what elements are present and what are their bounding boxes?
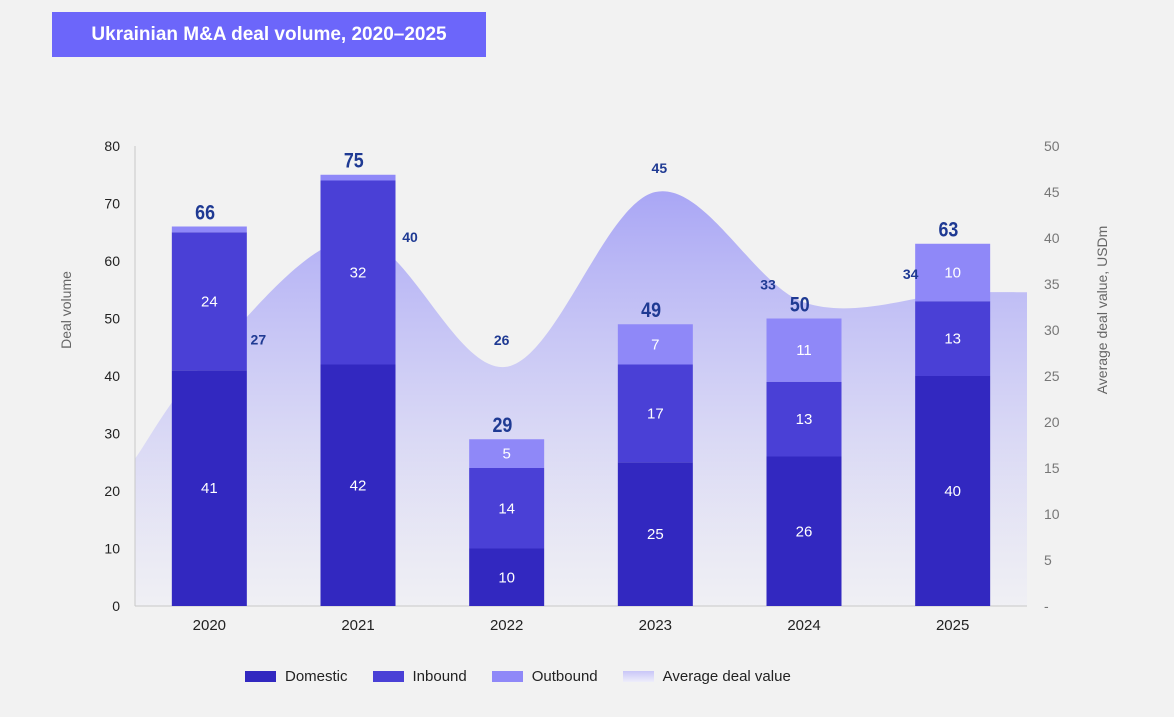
y-tick-label: 60 bbox=[104, 253, 120, 269]
y2-tick-label: 35 bbox=[1044, 276, 1060, 292]
legend-swatch bbox=[491, 671, 523, 682]
bar-value-label: 10 bbox=[944, 265, 961, 282]
bar-inbound bbox=[766, 381, 842, 457]
legend-label: Domestic bbox=[285, 668, 348, 685]
bar-outbound bbox=[617, 324, 693, 365]
bar-value-label: 25 bbox=[647, 526, 664, 543]
legend-label: Inbound bbox=[412, 668, 467, 685]
bar-total-label: 50 bbox=[790, 293, 810, 317]
bar-value-label: 17 bbox=[647, 405, 664, 422]
legend-label: Average deal value bbox=[662, 668, 791, 685]
bar-total-label: 29 bbox=[492, 414, 512, 438]
bar-value-label: 13 bbox=[796, 411, 813, 428]
bar-total-label: 75 bbox=[344, 149, 364, 173]
x-tick-label: 2024 bbox=[787, 617, 820, 634]
bar-domestic bbox=[766, 456, 842, 606]
bar-value-label: 10 bbox=[498, 569, 515, 586]
bar-value-label: 42 bbox=[350, 477, 367, 494]
legend-swatch bbox=[622, 671, 654, 682]
bar-total-label: 63 bbox=[938, 218, 958, 242]
average-value-label: 40 bbox=[402, 229, 418, 245]
y2-tick-label: 30 bbox=[1044, 322, 1060, 338]
y2-tick-label: 15 bbox=[1044, 460, 1060, 476]
bar-value-label: 26 bbox=[796, 523, 813, 540]
y-tick-label: 20 bbox=[104, 483, 120, 499]
bar-domestic bbox=[171, 370, 247, 606]
y2-axis-title: Average deal value, USDm bbox=[1094, 226, 1110, 395]
x-tick-label: 2022 bbox=[490, 617, 523, 634]
bar-outbound bbox=[469, 439, 545, 468]
y2-tick-label: 5 bbox=[1044, 552, 1052, 568]
y-tick-label: 10 bbox=[104, 541, 120, 557]
y-tick-label: 80 bbox=[104, 138, 120, 154]
legend-item-outbound: Outbound bbox=[491, 668, 598, 685]
y2-tick-label: 20 bbox=[1044, 414, 1060, 430]
bar-value-label: 24 bbox=[201, 293, 218, 310]
y2-tick-label: - bbox=[1044, 598, 1049, 614]
x-tick-label: 2020 bbox=[193, 617, 226, 634]
bar-inbound bbox=[617, 364, 693, 463]
y2-tick-label: 40 bbox=[1044, 230, 1060, 246]
bar-value-label: 32 bbox=[350, 265, 367, 282]
bar-inbound bbox=[915, 301, 991, 376]
bar-domestic bbox=[617, 462, 693, 606]
y-axis-title: Deal volume bbox=[58, 271, 74, 349]
average-value-label: 27 bbox=[251, 332, 267, 348]
bar-outbound bbox=[320, 174, 396, 181]
average-value-label: 34 bbox=[903, 266, 919, 282]
y2-tick-label: 50 bbox=[1044, 138, 1060, 154]
legend-item-inbound: Inbound bbox=[372, 668, 467, 685]
y2-tick-label: 45 bbox=[1044, 184, 1060, 200]
bar-value-label: 7 bbox=[651, 336, 659, 353]
y2-tick-label: 10 bbox=[1044, 506, 1060, 522]
x-tick-label: 2023 bbox=[639, 617, 672, 634]
average-value-label: 45 bbox=[652, 160, 668, 176]
bar-value-label: 40 bbox=[944, 483, 961, 500]
bar-value-label: 13 bbox=[944, 331, 961, 348]
average-value-label: 33 bbox=[760, 276, 776, 292]
bar-outbound bbox=[171, 226, 247, 233]
bar-domestic bbox=[320, 364, 396, 606]
y-tick-label: 30 bbox=[104, 426, 120, 442]
legend-item-average: Average deal value bbox=[622, 668, 791, 685]
legend: Domestic Inbound Outbound Average deal v… bbox=[245, 668, 816, 685]
y-tick-label: 0 bbox=[112, 598, 120, 614]
bar-inbound bbox=[320, 180, 396, 365]
bar-total-label: 66 bbox=[195, 201, 215, 225]
legend-swatch bbox=[372, 671, 404, 682]
average-deal-value-area bbox=[135, 191, 1027, 606]
chart-title: Ukrainian M&A deal volume, 2020–2025 bbox=[52, 12, 486, 57]
bar-value-label: 11 bbox=[796, 342, 812, 359]
average-value-label: 26 bbox=[494, 332, 510, 348]
x-tick-label: 2025 bbox=[936, 617, 969, 634]
legend-swatch bbox=[245, 671, 276, 682]
y-tick-label: 70 bbox=[104, 196, 120, 212]
y-tick-label: 40 bbox=[104, 368, 120, 384]
bar-outbound bbox=[915, 243, 991, 302]
legend-item-domestic: Domestic bbox=[245, 668, 348, 685]
bar-value-label: 14 bbox=[498, 500, 515, 517]
bar-value-label: 5 bbox=[502, 446, 510, 463]
bar-inbound bbox=[469, 468, 545, 549]
bar-outbound bbox=[766, 318, 842, 382]
bar-total-label: 49 bbox=[641, 299, 661, 323]
bar-domestic bbox=[469, 548, 545, 606]
bar-value-label: 41 bbox=[201, 480, 218, 497]
y-tick-label: 50 bbox=[104, 311, 120, 327]
bar-inbound bbox=[171, 232, 247, 371]
legend-label: Outbound bbox=[531, 668, 598, 685]
y2-tick-label: 25 bbox=[1044, 368, 1060, 384]
x-tick-label: 2021 bbox=[341, 617, 374, 634]
bar-domestic bbox=[915, 376, 991, 606]
